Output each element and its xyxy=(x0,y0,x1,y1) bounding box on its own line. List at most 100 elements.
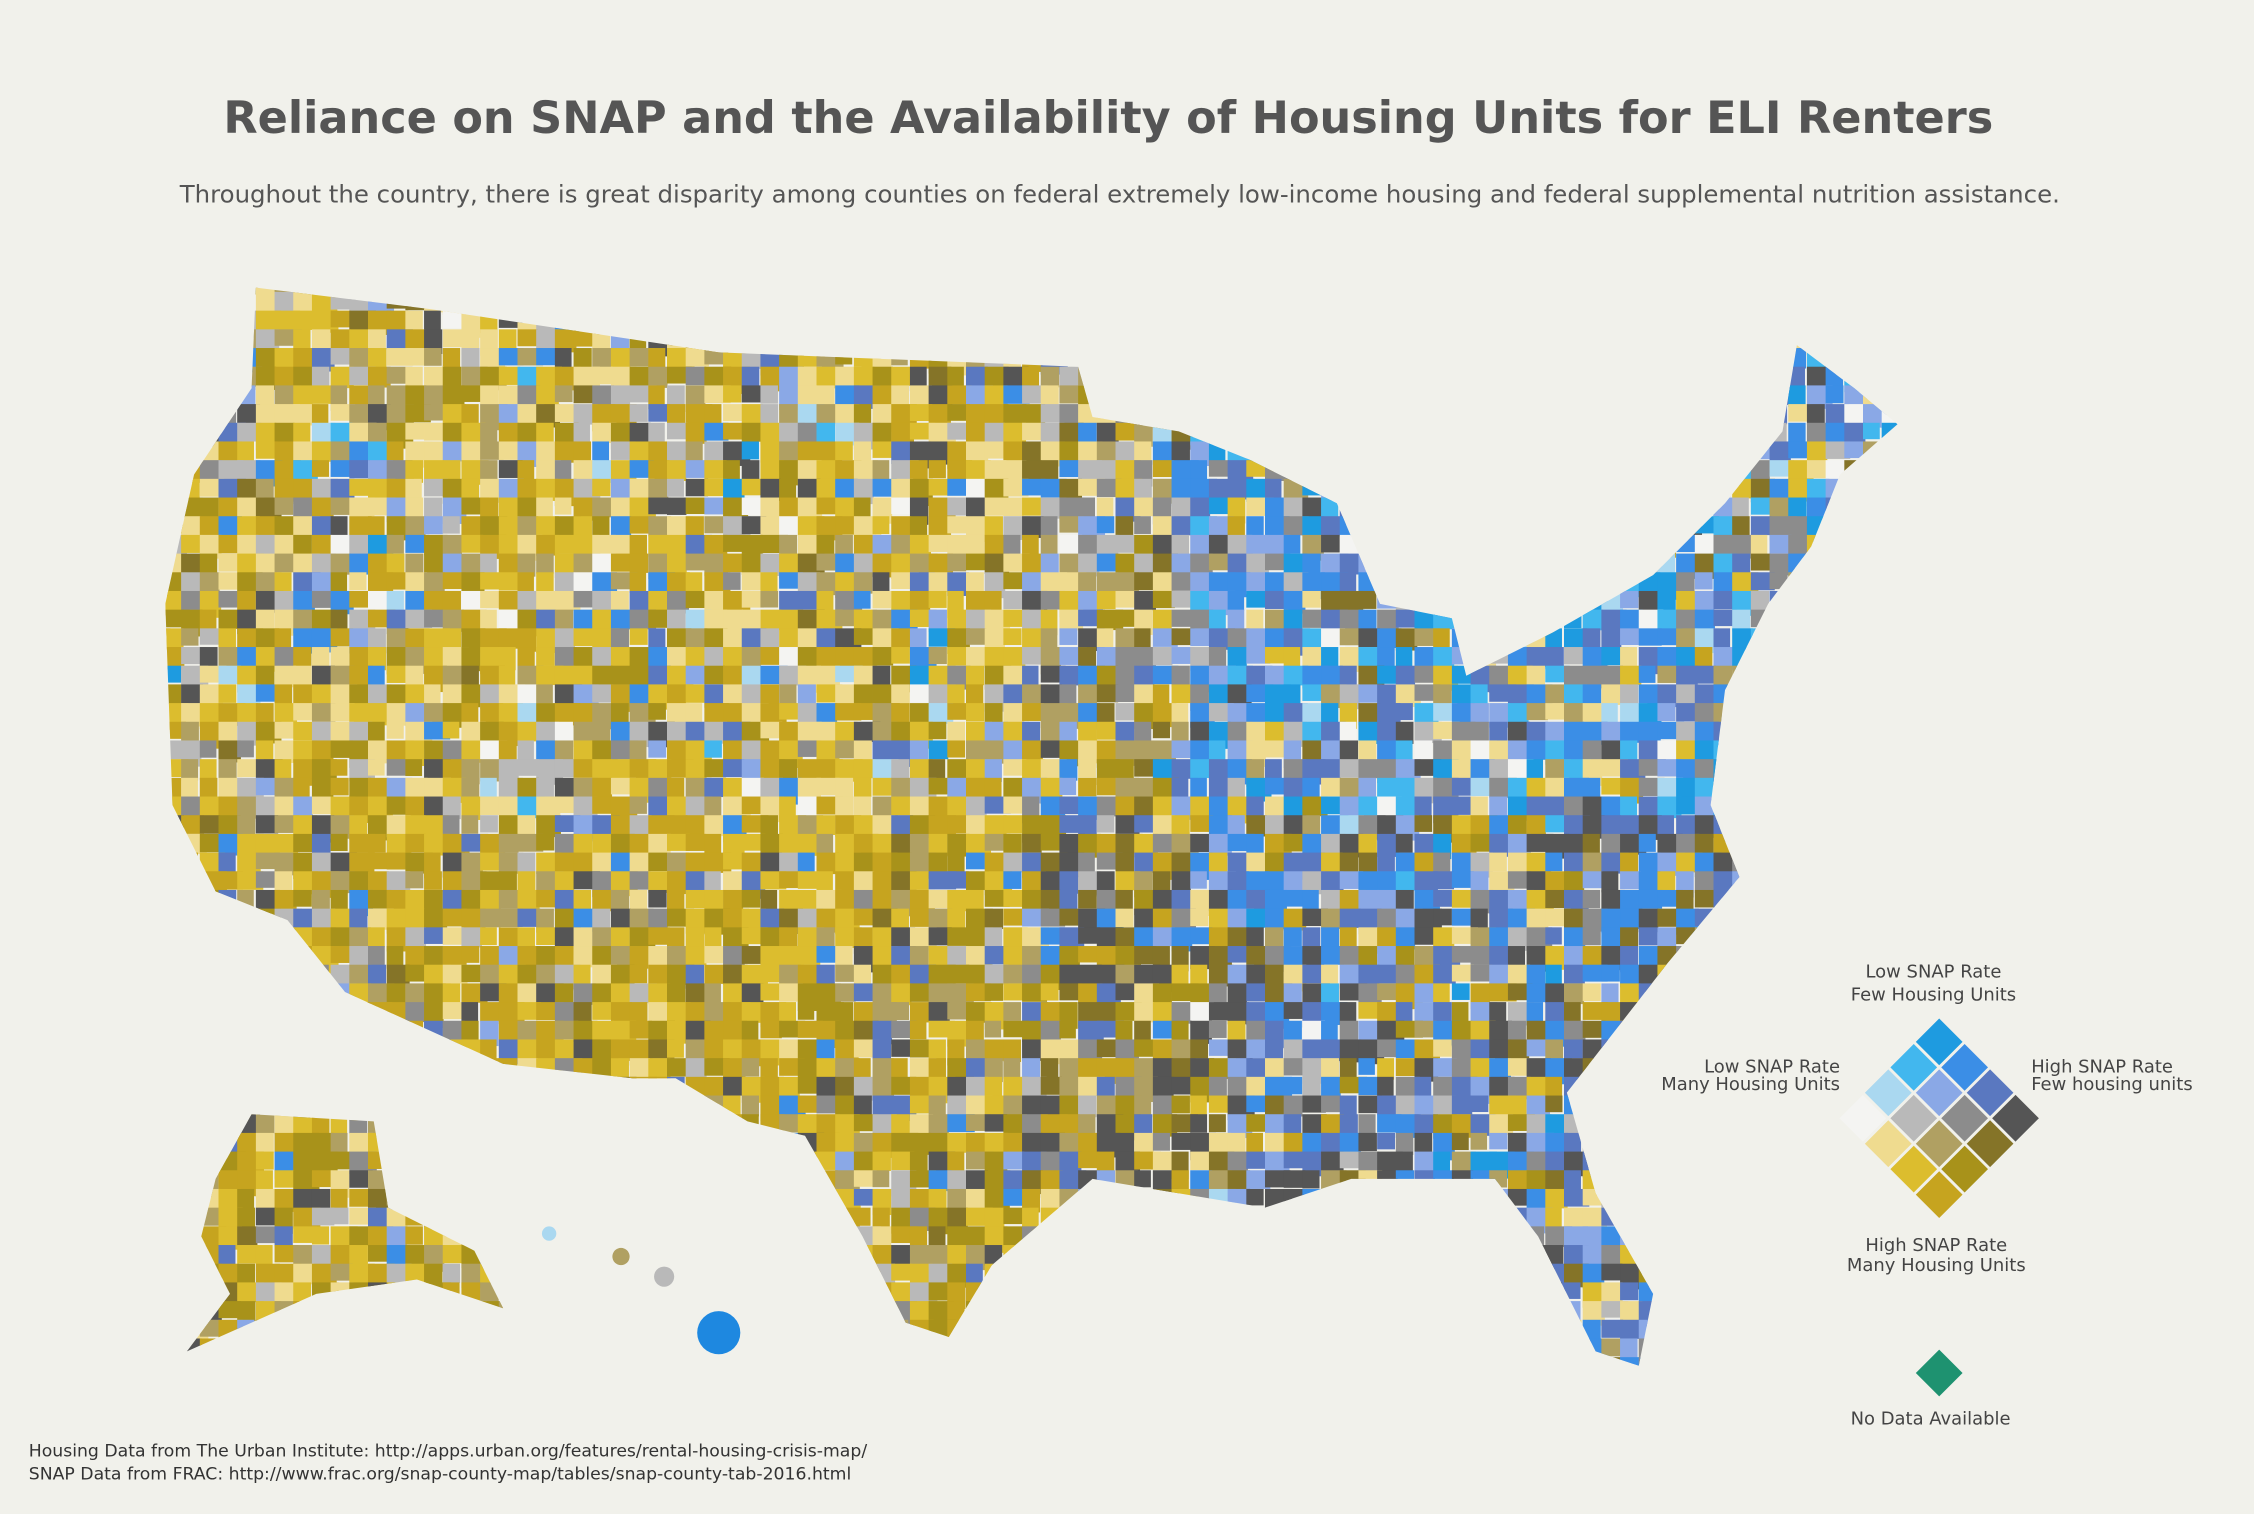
county xyxy=(349,871,370,893)
county xyxy=(1433,1095,1457,1115)
county xyxy=(330,721,354,747)
county xyxy=(1134,777,1157,802)
county xyxy=(330,703,355,722)
county xyxy=(704,721,728,744)
county xyxy=(1433,703,1458,721)
county xyxy=(536,628,560,653)
county xyxy=(536,441,559,465)
county xyxy=(386,871,411,895)
county xyxy=(947,1245,971,1266)
county xyxy=(760,740,782,765)
county xyxy=(1339,1039,1362,1063)
county xyxy=(536,385,559,410)
county xyxy=(610,553,634,572)
county xyxy=(368,703,390,726)
county xyxy=(1564,647,1589,665)
county xyxy=(1620,927,1639,947)
county xyxy=(237,422,262,442)
county xyxy=(667,590,689,614)
county xyxy=(1246,1114,1269,1132)
county xyxy=(667,777,685,800)
county xyxy=(592,1020,614,1042)
county xyxy=(517,1002,542,1020)
county xyxy=(255,628,280,649)
county xyxy=(1283,1058,1305,1076)
county xyxy=(480,721,504,745)
county xyxy=(461,628,486,650)
county xyxy=(1227,590,1245,611)
county xyxy=(461,796,481,820)
county xyxy=(573,441,591,462)
county xyxy=(1265,852,1287,872)
county xyxy=(1358,703,1381,726)
county xyxy=(891,684,910,704)
county xyxy=(517,516,539,536)
county xyxy=(1545,1095,1563,1113)
county xyxy=(461,703,479,724)
county xyxy=(1059,441,1081,466)
county xyxy=(237,516,260,539)
county xyxy=(1227,927,1250,951)
county xyxy=(835,1002,854,1023)
county xyxy=(311,684,335,707)
county xyxy=(1732,590,1754,616)
county xyxy=(1171,889,1195,911)
county xyxy=(1507,871,1531,889)
county xyxy=(1582,777,1601,802)
county xyxy=(723,852,745,870)
county xyxy=(1545,833,1570,859)
county xyxy=(947,740,966,758)
county xyxy=(1302,703,1326,726)
county xyxy=(1395,1095,1419,1121)
county xyxy=(1321,983,1339,1004)
county xyxy=(1190,1095,1207,1117)
county xyxy=(797,422,823,447)
county xyxy=(1059,665,1082,686)
county xyxy=(199,460,223,482)
county xyxy=(1433,1114,1457,1139)
county xyxy=(779,516,801,539)
county xyxy=(1040,385,1059,410)
county xyxy=(1208,534,1230,555)
county xyxy=(704,553,728,577)
county xyxy=(592,534,616,556)
county xyxy=(405,534,429,553)
county xyxy=(816,1076,836,1102)
county xyxy=(517,927,535,951)
county xyxy=(629,366,650,388)
county xyxy=(928,946,954,969)
county xyxy=(1096,534,1119,558)
county xyxy=(517,1020,538,1042)
county xyxy=(1302,927,1321,947)
county xyxy=(667,553,687,576)
county xyxy=(1750,553,1771,571)
county xyxy=(891,759,910,783)
county xyxy=(1358,647,1380,666)
county xyxy=(872,815,896,839)
county xyxy=(1676,590,1700,611)
county xyxy=(199,572,220,594)
county xyxy=(1713,609,1737,627)
county xyxy=(237,460,261,482)
county xyxy=(293,590,315,616)
county xyxy=(255,329,280,352)
county xyxy=(1096,1076,1115,1096)
county xyxy=(1022,609,1044,633)
county xyxy=(498,889,519,909)
county xyxy=(1003,404,1027,427)
county xyxy=(330,1151,350,1170)
county xyxy=(1451,1095,1473,1115)
county xyxy=(779,385,799,411)
county xyxy=(330,1207,349,1225)
county xyxy=(1806,422,1827,444)
county xyxy=(667,871,687,895)
county xyxy=(424,385,446,411)
county xyxy=(1040,721,1060,741)
county xyxy=(629,964,648,984)
county xyxy=(816,478,837,500)
county xyxy=(667,628,692,649)
county xyxy=(1265,927,1284,948)
county xyxy=(554,777,575,800)
county xyxy=(461,852,483,875)
county xyxy=(368,964,387,989)
